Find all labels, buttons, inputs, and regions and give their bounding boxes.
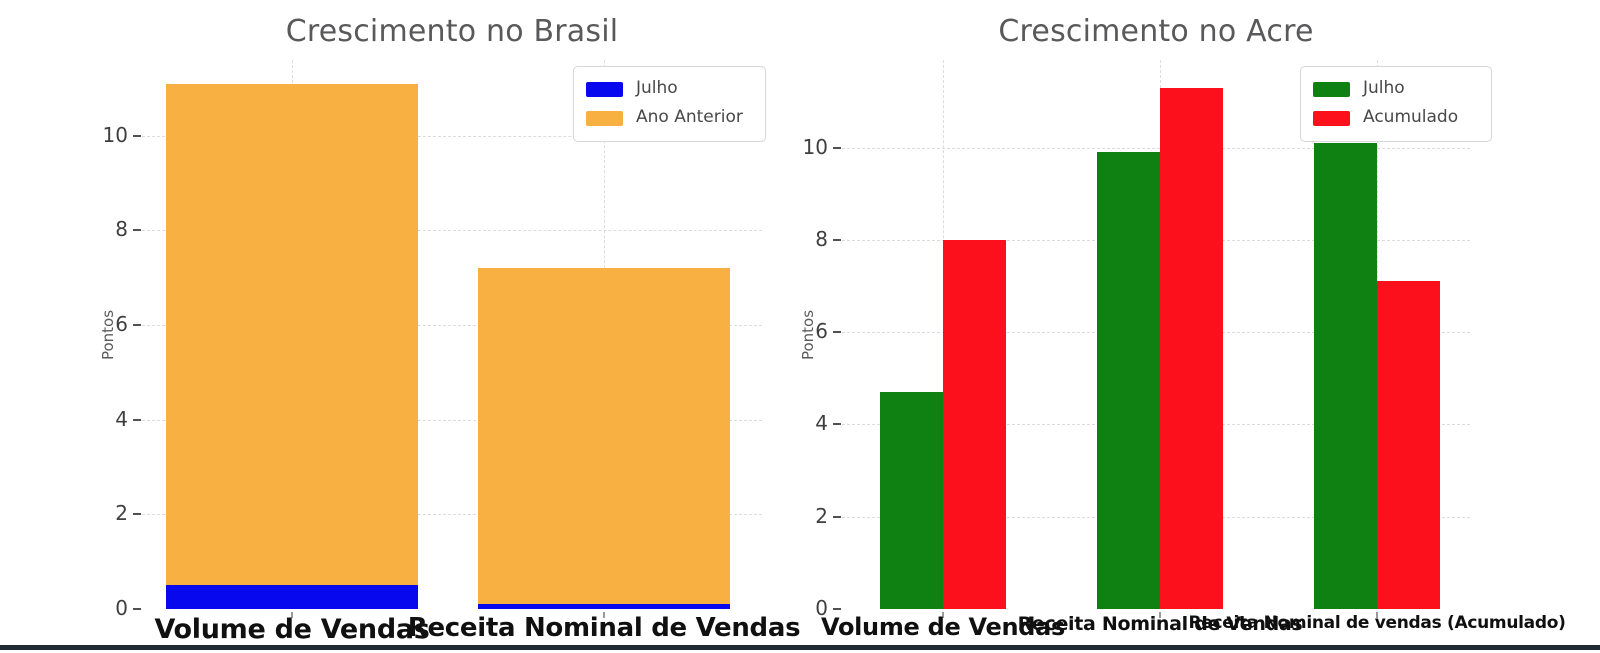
y-tick-label: 10 [102,122,128,147]
legend-item-ano-anterior: Ano Anterior [574,104,765,133]
legend-label-ano-anterior: Ano Anterior [636,107,743,127]
x-category-label: Receita Nominal de vendas (Acumulado) [1188,613,1566,633]
x-tick-mark [1159,612,1161,618]
y-gridline [142,135,762,137]
x-tick-mark [1376,612,1378,618]
y-tick-mark [133,513,141,516]
bar-julho [1314,143,1377,609]
y-tick-mark [133,608,141,610]
y-gridline [142,514,762,516]
y-tick-label: 4 [815,411,828,436]
legend-label-julho: Julho [636,78,678,98]
y-gridline [842,147,1470,149]
bar-acumulado [943,239,1006,609]
y-tick-mark [133,418,141,421]
y-tick-label: 4 [115,406,128,431]
y-tick-mark [833,515,841,518]
y-tick-mark [833,423,841,426]
bar-julho [880,392,943,609]
y-tick-mark [133,229,141,232]
window-bottom-edge [0,645,1600,650]
legend-swatch-ano-anterior [586,111,623,126]
x-tick-mark [942,612,944,618]
legend-label-acumulado: Acumulado [1363,107,1459,127]
chart-title-acre: Crescimento no Acre [998,14,1314,49]
legend-item-julho: Julho [1301,75,1491,104]
chart-title-brasil: Crescimento no Brasil [285,14,619,49]
bar-ano-anterior [478,268,730,609]
bar-ano-anterior [166,83,418,609]
bar-acumulado [1160,87,1223,609]
legend-label-julho: Julho [1363,78,1405,98]
bar-acumulado [1377,281,1440,609]
y-tick-label: 0 [815,596,828,620]
x-category-label: Volume de Vendas [820,613,1065,641]
y-tick-label: 10 [802,134,828,159]
x-category-label: Receita Nominal de Vendas [1017,613,1303,635]
y-tick-mark [133,134,141,137]
y-tick-label: 0 [115,596,128,620]
x-tick-mark [603,612,605,618]
y-tick-label: 2 [115,501,128,526]
legend-swatch-julho [586,82,623,97]
y-tick-label: 6 [815,319,828,344]
y-tick-mark [833,608,841,610]
legend-item-acumulado: Acumulado [1301,104,1491,133]
y-gridline [142,419,762,421]
bar-julho [1097,152,1160,609]
y-gridline [142,325,762,327]
y-gridline [142,230,762,232]
y-tick-label: 8 [115,217,128,242]
y-tick-mark [833,146,841,149]
bar-julho [478,604,730,609]
x-category-label: Volume de Vendas [154,614,430,645]
legend-item-julho: Julho [574,75,765,104]
legend-acre: Julho Acumulado [1300,66,1492,142]
legend-swatch-julho [1313,82,1350,97]
x-tick-mark [291,612,293,618]
y-tick-mark [833,238,841,241]
bar-julho [166,585,418,609]
legend-brasil: Julho Ano Anterior [573,66,766,142]
x-category-label: Receita Nominal de Vendas [407,613,801,643]
legend-swatch-acumulado [1313,111,1350,126]
y-tick-mark [833,331,841,334]
y-tick-label: 6 [115,312,128,337]
y-tick-label: 2 [815,503,828,528]
y-tick-label: 8 [815,226,828,251]
y-tick-mark [133,324,141,327]
